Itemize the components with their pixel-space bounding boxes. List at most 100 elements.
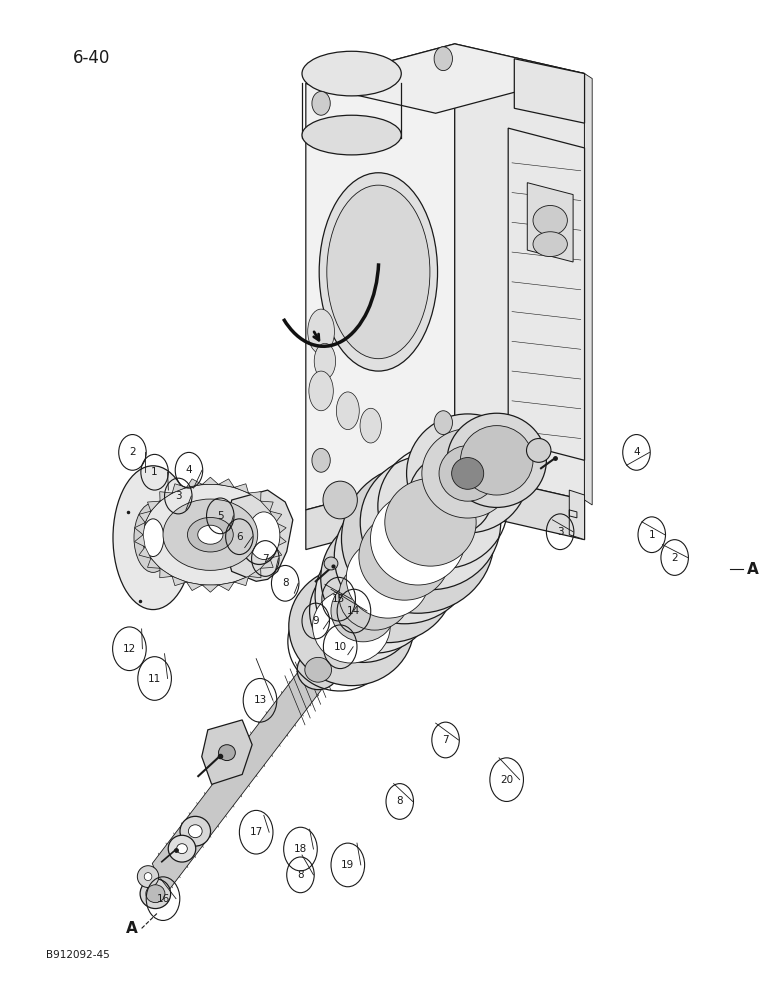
Ellipse shape (309, 371, 334, 411)
Ellipse shape (447, 413, 547, 507)
Circle shape (312, 448, 330, 472)
Ellipse shape (180, 816, 211, 846)
Text: 13: 13 (253, 695, 266, 705)
Polygon shape (306, 44, 584, 113)
Ellipse shape (361, 455, 501, 590)
Ellipse shape (533, 205, 567, 235)
Ellipse shape (313, 589, 390, 663)
Polygon shape (270, 547, 282, 558)
Text: 10: 10 (334, 642, 347, 652)
Text: 7: 7 (262, 554, 269, 564)
Ellipse shape (188, 517, 233, 552)
Text: 1: 1 (648, 530, 655, 540)
Text: 6-40: 6-40 (73, 49, 110, 67)
Polygon shape (270, 511, 282, 523)
Polygon shape (152, 654, 325, 895)
Polygon shape (218, 479, 234, 487)
Polygon shape (261, 501, 273, 511)
Ellipse shape (334, 489, 475, 624)
Ellipse shape (339, 561, 411, 630)
Ellipse shape (327, 185, 430, 359)
Ellipse shape (302, 115, 401, 155)
Text: A: A (747, 562, 758, 577)
Polygon shape (527, 183, 573, 262)
Polygon shape (134, 523, 145, 535)
Text: 15: 15 (332, 594, 345, 604)
Text: 3: 3 (175, 491, 181, 501)
Ellipse shape (177, 844, 188, 854)
Ellipse shape (314, 343, 336, 379)
Ellipse shape (439, 446, 496, 501)
Polygon shape (202, 585, 218, 592)
Polygon shape (187, 582, 202, 591)
Circle shape (434, 47, 452, 71)
Ellipse shape (144, 873, 152, 881)
Ellipse shape (360, 408, 381, 443)
Ellipse shape (527, 439, 551, 462)
Polygon shape (225, 490, 293, 581)
Text: 4: 4 (633, 447, 640, 457)
Ellipse shape (218, 745, 235, 761)
Ellipse shape (168, 835, 196, 862)
Ellipse shape (422, 429, 513, 518)
Text: 11: 11 (148, 674, 161, 684)
Polygon shape (306, 44, 455, 510)
Ellipse shape (289, 567, 414, 686)
Polygon shape (187, 479, 202, 487)
Polygon shape (276, 535, 286, 547)
Ellipse shape (324, 557, 338, 570)
Circle shape (312, 91, 330, 115)
Ellipse shape (297, 650, 339, 690)
Text: B912092-45: B912092-45 (46, 950, 110, 960)
Polygon shape (249, 492, 261, 501)
Ellipse shape (347, 538, 429, 618)
Text: 2: 2 (129, 447, 136, 457)
Ellipse shape (137, 866, 159, 888)
Polygon shape (202, 477, 218, 484)
Text: 19: 19 (341, 860, 354, 870)
Text: 6: 6 (236, 532, 242, 542)
Polygon shape (234, 576, 249, 586)
Text: 2: 2 (672, 553, 678, 563)
Text: 17: 17 (249, 827, 262, 837)
Ellipse shape (305, 657, 331, 682)
Ellipse shape (371, 493, 466, 585)
Text: 9: 9 (313, 616, 319, 626)
Ellipse shape (315, 538, 434, 653)
Polygon shape (569, 490, 584, 540)
Ellipse shape (308, 309, 334, 354)
Polygon shape (172, 484, 187, 493)
Text: 8: 8 (282, 578, 289, 588)
Text: 5: 5 (217, 511, 224, 521)
Polygon shape (261, 558, 273, 568)
Ellipse shape (407, 414, 529, 533)
Ellipse shape (188, 825, 202, 838)
Text: 3: 3 (557, 527, 564, 537)
Text: 18: 18 (294, 844, 307, 854)
Text: 16: 16 (157, 894, 170, 904)
Text: 12: 12 (123, 644, 136, 654)
Ellipse shape (320, 514, 455, 643)
Polygon shape (147, 558, 160, 568)
Text: 1: 1 (151, 467, 158, 477)
Text: 8: 8 (397, 796, 403, 806)
Polygon shape (160, 568, 172, 578)
Ellipse shape (302, 51, 401, 96)
Polygon shape (306, 470, 584, 550)
Text: 4: 4 (185, 465, 192, 475)
Text: 7: 7 (442, 735, 449, 745)
Polygon shape (147, 501, 160, 511)
Polygon shape (276, 523, 286, 535)
Ellipse shape (331, 580, 395, 642)
Ellipse shape (533, 232, 567, 257)
Ellipse shape (113, 466, 193, 610)
Circle shape (434, 411, 452, 435)
Ellipse shape (460, 426, 533, 495)
Ellipse shape (384, 478, 476, 566)
Polygon shape (160, 492, 172, 501)
Polygon shape (201, 720, 252, 784)
Polygon shape (139, 511, 151, 523)
Polygon shape (249, 568, 261, 578)
Ellipse shape (163, 499, 258, 570)
Polygon shape (508, 128, 584, 460)
